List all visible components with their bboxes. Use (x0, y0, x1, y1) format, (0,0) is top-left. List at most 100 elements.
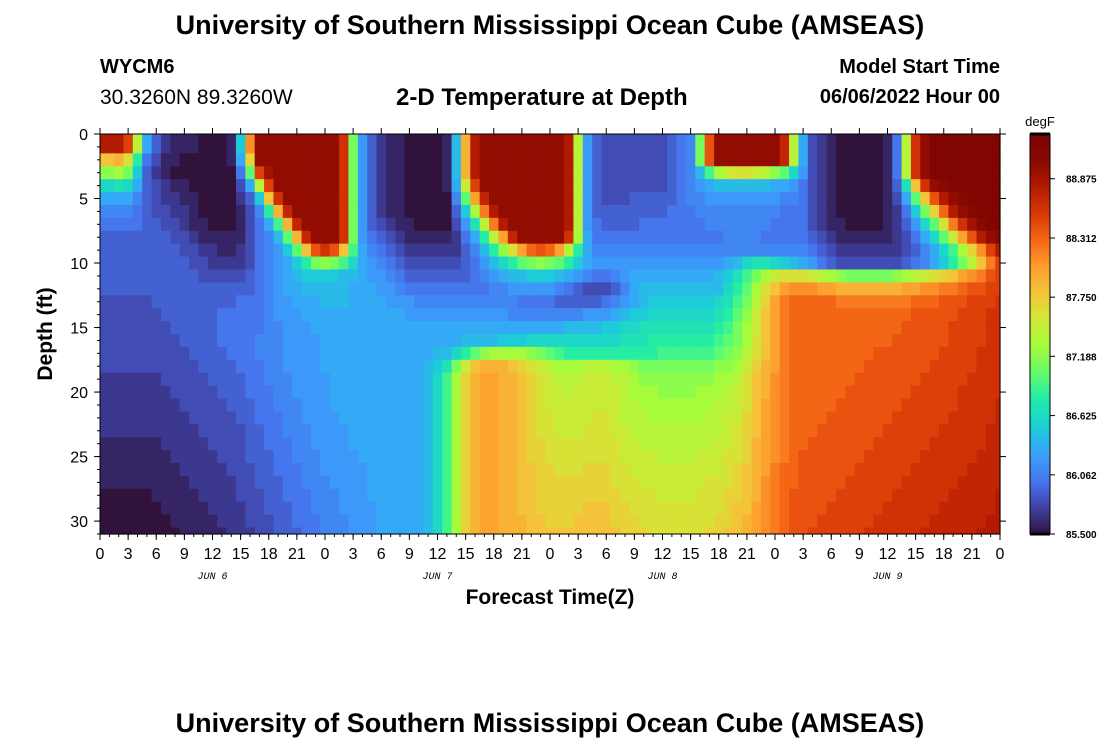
heatmap-cell (329, 308, 340, 322)
heatmap-cell (582, 230, 593, 245)
heatmap-cell (639, 230, 650, 245)
heatmap-cell (826, 437, 837, 451)
heatmap-cell (657, 230, 668, 245)
heatmap-cell (864, 140, 875, 154)
heatmap-cell (254, 475, 265, 490)
heatmap-cell (545, 334, 556, 348)
heatmap-cell (414, 527, 425, 535)
heatmap-cell (967, 463, 978, 477)
heatmap-cell (339, 134, 350, 142)
heatmap-cell (667, 308, 678, 322)
heatmap-cell (807, 424, 818, 438)
heatmap-cell (695, 153, 706, 167)
heatmap-cell (620, 153, 631, 167)
heatmap-cell (835, 269, 846, 283)
heatmap-cell (573, 372, 584, 387)
heatmap-cell (657, 398, 668, 413)
heatmap-cell (142, 217, 153, 232)
heatmap-cell (582, 334, 593, 348)
heatmap-cell (985, 411, 996, 425)
heatmap-cell (451, 463, 462, 477)
heatmap-cell (132, 475, 143, 490)
heatmap-cell (554, 346, 565, 361)
heatmap-cell (798, 308, 809, 322)
heatmap-cell (535, 385, 546, 400)
heatmap-cell (367, 411, 378, 425)
heatmap-cell (835, 179, 846, 193)
heatmap-cell (470, 269, 481, 283)
heatmap-cell (976, 269, 987, 283)
heatmap-cell (732, 334, 743, 348)
heatmap-cell (826, 308, 837, 322)
heatmap-cell (639, 475, 650, 490)
heatmap-cell (301, 501, 312, 516)
heatmap-cell (329, 295, 340, 309)
heatmap-cell (948, 501, 959, 516)
heatmap-cell (976, 501, 987, 516)
heatmap-cell (779, 463, 790, 477)
heatmap-cell (100, 269, 106, 283)
heatmap-cell (217, 463, 228, 477)
heatmap-cell (920, 424, 931, 438)
heatmap-cell (910, 424, 921, 438)
x-tick-label: 21 (513, 546, 531, 563)
heatmap-cell (892, 501, 903, 516)
heatmap-cell (320, 166, 331, 180)
heatmap-cell (789, 501, 800, 516)
heatmap-cell (789, 269, 800, 283)
heatmap-cell (929, 192, 940, 206)
heatmap-cell (320, 527, 331, 535)
heatmap-cell (545, 514, 556, 529)
heatmap-cell (282, 256, 293, 271)
heatmap-cell (432, 488, 443, 503)
heatmap-cell (648, 134, 659, 142)
heatmap-cell (939, 192, 950, 206)
heatmap-cell (470, 450, 481, 464)
heatmap-cell (835, 308, 846, 322)
heatmap-cell (235, 295, 246, 309)
heatmap-cell (967, 192, 978, 206)
heatmap-cell (207, 256, 218, 271)
heatmap-cell (320, 475, 331, 490)
heatmap-cell (582, 527, 593, 535)
heatmap-cell (845, 501, 856, 516)
heatmap-cell (948, 424, 959, 438)
heatmap-cell (760, 166, 771, 180)
heatmap-cell (685, 192, 696, 206)
heatmap-cell (123, 134, 134, 142)
heatmap-cell (967, 166, 978, 180)
heatmap-cell (592, 514, 603, 529)
heatmap-cell (714, 450, 725, 464)
heatmap-cell (198, 321, 209, 335)
heatmap-cell (967, 411, 978, 425)
heatmap-cell (395, 514, 406, 529)
heatmap-cell (320, 359, 331, 374)
heatmap-cell (714, 398, 725, 413)
heatmap-cell (254, 192, 265, 206)
heatmap-cell (479, 463, 490, 477)
heatmap-cell (845, 514, 856, 529)
heatmap-cell (573, 217, 584, 232)
heatmap-cell (873, 346, 884, 361)
heatmap-cell (451, 501, 462, 516)
heatmap-cell (582, 501, 593, 516)
heatmap-cell (432, 437, 443, 451)
heatmap-cell (423, 424, 434, 438)
heatmap-cell (235, 359, 246, 374)
heatmap-cell (995, 179, 1001, 193)
heatmap-cell (170, 463, 181, 477)
heatmap-cell (807, 295, 818, 309)
heatmap-cell (385, 424, 396, 438)
heatmap-cell (910, 475, 921, 490)
heatmap-cell (732, 437, 743, 451)
heatmap-cell (470, 437, 481, 451)
heatmap-cell (939, 424, 950, 438)
heatmap-cell (160, 243, 171, 258)
heatmap-cell (310, 308, 321, 322)
heatmap-cell (695, 256, 706, 271)
heatmap-cell (817, 134, 828, 142)
heatmap-cell (451, 282, 462, 296)
heatmap-cell (610, 398, 621, 413)
heatmap-cell (329, 282, 340, 296)
heatmap-cell (892, 308, 903, 322)
